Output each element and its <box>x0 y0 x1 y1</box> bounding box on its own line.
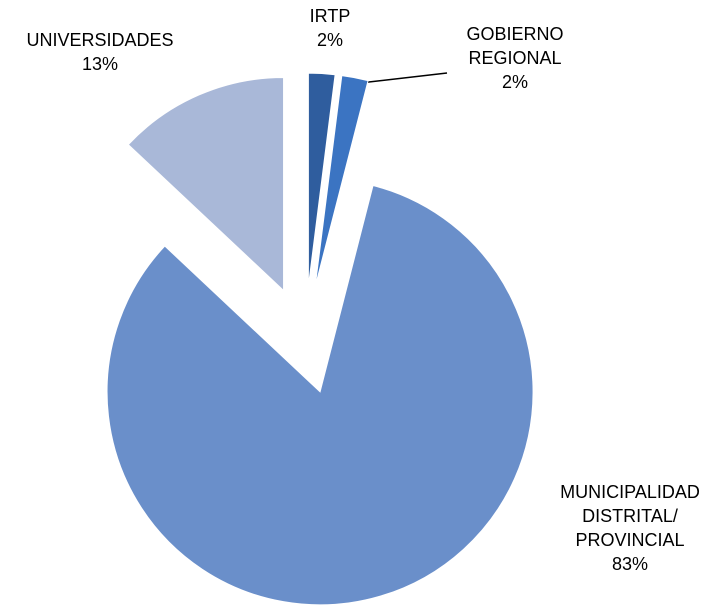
pie-slice <box>307 72 336 287</box>
slice-label: IRTP 2% <box>280 4 380 52</box>
leader-line <box>359 72 448 84</box>
slice-label: GOBIERNO REGIONAL 2% <box>445 22 585 94</box>
value-label: 83% <box>611 554 649 574</box>
pie-slice <box>127 76 285 292</box>
value-label: 13% <box>81 54 119 74</box>
value-label: 2% <box>501 72 528 92</box>
category-label: MUNICIPALIDAD DISTRITAL/ PROVINCIAL <box>560 482 700 550</box>
category-label: GOBIERNO REGIONAL <box>466 24 564 68</box>
category-label: UNIVERSIDADES <box>26 30 174 50</box>
pie-slice <box>314 75 369 288</box>
pie-slice <box>106 184 534 606</box>
slice-label: MUNICIPALIDAD DISTRITAL/ PROVINCIAL 83% <box>530 480 723 576</box>
slice-label: UNIVERSIDADES 13% <box>0 28 200 76</box>
category-label: IRTP <box>309 6 351 26</box>
value-label: 2% <box>316 30 343 50</box>
